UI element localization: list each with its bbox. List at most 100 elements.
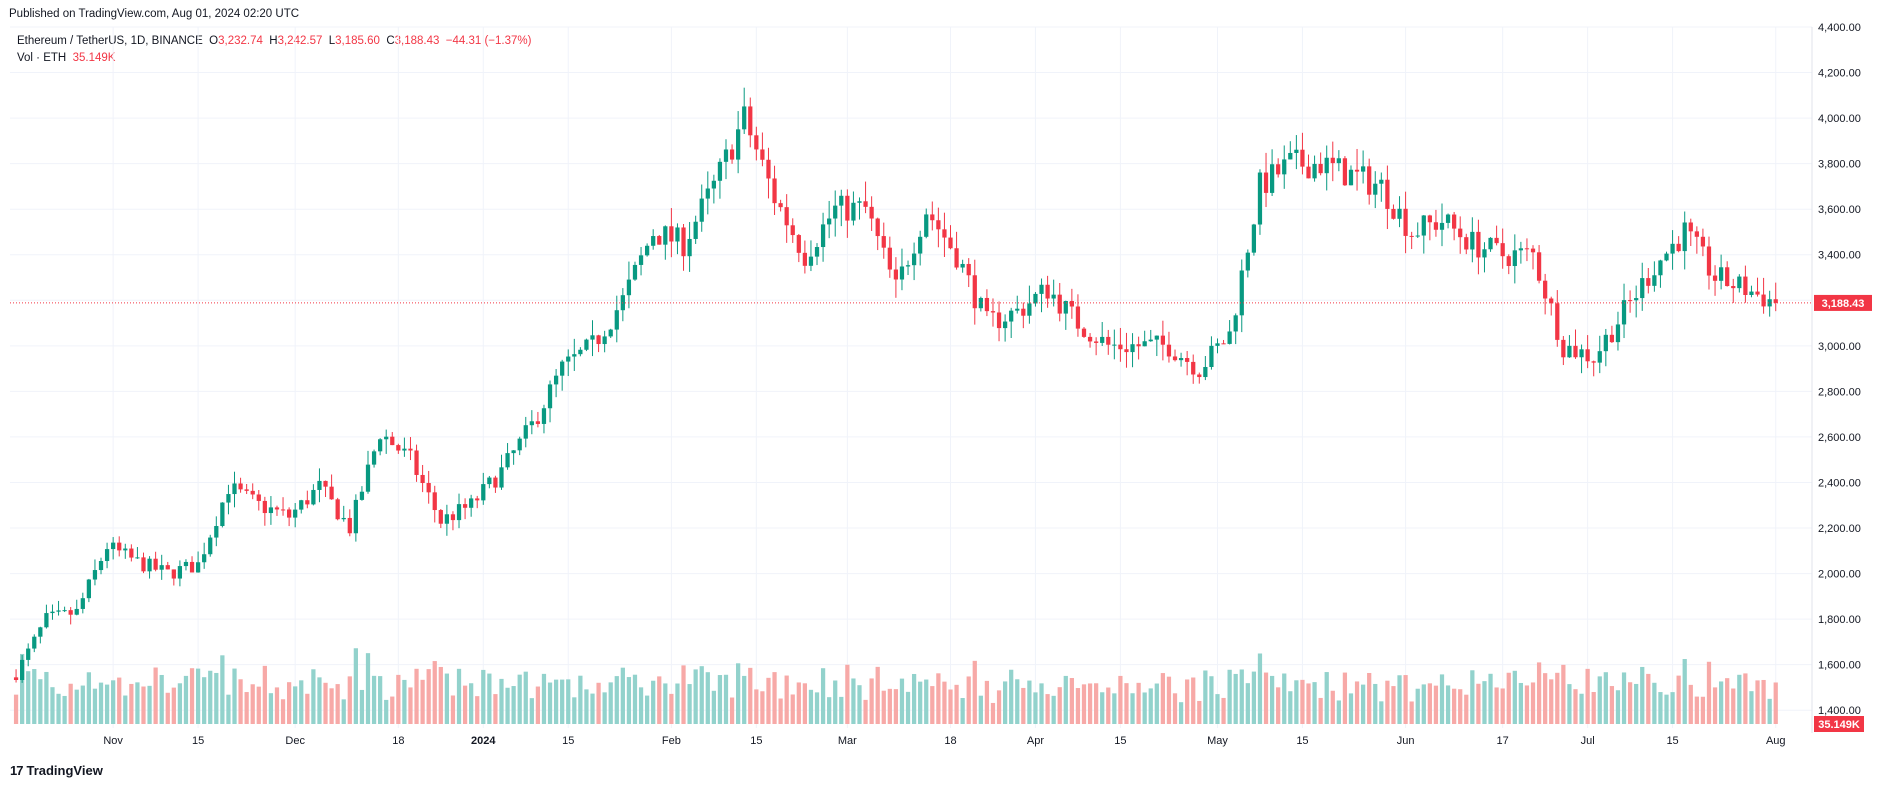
volume-bar	[1209, 676, 1214, 724]
volume-bar	[1112, 693, 1117, 724]
candle-body	[1391, 208, 1396, 219]
candle-body	[736, 129, 741, 160]
volume-bar	[1354, 681, 1360, 724]
time-tick-label: 15	[1296, 735, 1308, 747]
candle-body	[918, 236, 923, 254]
volume-bar	[875, 666, 880, 724]
volume-bar	[1621, 672, 1627, 724]
candle-body	[396, 445, 401, 451]
volume-bar	[657, 676, 662, 724]
candle-body	[1318, 163, 1323, 174]
candle-body	[1445, 214, 1451, 223]
tradingview-brand[interactable]: 17 TradingView	[10, 763, 103, 778]
candle-body	[1518, 248, 1524, 251]
candle-body	[426, 483, 431, 493]
volume-bar	[299, 680, 304, 724]
volume-bar	[1282, 673, 1287, 724]
volume-bar	[881, 690, 886, 724]
volume-bar	[644, 695, 650, 724]
candle-body	[262, 500, 267, 514]
volume-bar	[1373, 683, 1378, 724]
last-volume-tag	[1814, 716, 1864, 732]
price-tick-label: 4,400.00	[1818, 22, 1861, 34]
candle-body	[814, 247, 820, 257]
volume-bar	[341, 699, 346, 724]
volume-bar	[839, 696, 844, 724]
volume-bar	[202, 677, 207, 724]
candle-body	[1549, 298, 1554, 304]
candle-body	[1700, 236, 1706, 247]
open-label: O	[209, 35, 219, 47]
volume-bar	[766, 677, 771, 724]
candle-body	[1100, 336, 1105, 343]
candle-body	[208, 537, 213, 555]
price-tick-label: 3,000.00	[1818, 341, 1861, 353]
volume-legend: Vol · ETH 35.149K	[17, 52, 115, 64]
volume-bar	[1445, 685, 1451, 724]
volume-bar	[1488, 673, 1493, 724]
volume-bar	[505, 687, 510, 724]
candle-body	[1288, 152, 1293, 160]
candle-body	[911, 253, 917, 266]
candle-body	[1130, 344, 1135, 353]
volume-bar	[347, 676, 352, 724]
volume-bar	[1652, 682, 1657, 724]
volume-bar	[1567, 684, 1572, 724]
volume-bar	[1427, 683, 1432, 724]
volume-bar	[1470, 670, 1475, 724]
candle-body	[899, 266, 905, 280]
candle-body	[1057, 294, 1062, 314]
candle-body	[1573, 345, 1578, 358]
price-tick-label: 1,600.00	[1818, 660, 1861, 672]
candle-body	[444, 514, 450, 524]
candle-body	[1470, 231, 1475, 250]
volume-bar	[1191, 677, 1196, 724]
candle-body	[390, 436, 395, 446]
candle-body	[517, 438, 522, 451]
symbol-label[interactable]: Ethereum / TetherUS, 1D, BINANCE	[17, 35, 203, 47]
candle-body	[754, 135, 759, 150]
volume-bar	[274, 687, 280, 724]
volume-bar	[1288, 691, 1293, 724]
volume-label[interactable]: Vol · ETH	[17, 52, 67, 64]
candle-body	[1731, 286, 1736, 289]
candle-body	[1725, 267, 1730, 287]
candle-body	[1142, 341, 1147, 347]
candle-body	[1172, 356, 1178, 361]
volume-bar	[50, 687, 55, 724]
volume-bar	[1227, 669, 1232, 724]
time-tick-label: May	[1207, 735, 1228, 747]
candle-body	[1185, 358, 1190, 362]
price-tick-label: 2,800.00	[1818, 386, 1861, 398]
volume-bar	[1549, 679, 1554, 724]
volume-bar	[1700, 696, 1706, 724]
candle-body	[505, 453, 510, 468]
volume-bar	[450, 695, 456, 724]
candle-body	[948, 237, 953, 249]
candle-body	[936, 220, 941, 230]
candle-body	[924, 214, 929, 237]
candle-body	[632, 264, 638, 280]
price-tick-label: 3,800.00	[1818, 159, 1861, 171]
volume-bar	[56, 693, 61, 724]
volume-bar	[1360, 684, 1366, 724]
candle-body	[1670, 243, 1675, 254]
volume-bar	[256, 686, 261, 724]
volume-bar	[1172, 693, 1178, 724]
volume-bar	[1081, 684, 1087, 724]
volume-bar	[1124, 683, 1129, 724]
volume-bar	[80, 685, 85, 724]
candle-body	[92, 570, 98, 580]
volume-bar	[1500, 688, 1505, 724]
volume-bar	[578, 675, 583, 724]
time-tick-label: 15	[562, 735, 574, 747]
volume-bar	[1342, 672, 1348, 724]
volume-bar	[111, 680, 116, 724]
candle-body	[481, 484, 486, 501]
time-tick-label: 18	[944, 735, 956, 747]
candle-body	[669, 226, 674, 242]
candle-body	[1409, 235, 1414, 237]
volume-bar	[1294, 680, 1299, 724]
candle-body	[299, 500, 304, 510]
